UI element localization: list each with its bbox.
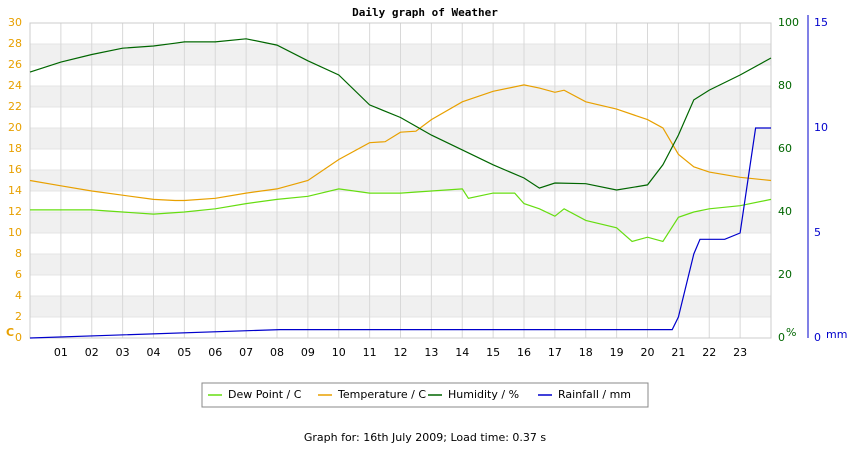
x-tick-label: 10 xyxy=(332,346,346,359)
x-tick-label: 22 xyxy=(702,346,716,359)
x-tick-label: 09 xyxy=(301,346,315,359)
y3-tick-label: 0 xyxy=(814,331,821,344)
x-tick-label: 18 xyxy=(579,346,593,359)
y-tick-label: 24 xyxy=(8,79,22,92)
y-unit: C xyxy=(6,326,14,339)
legend-label: Rainfall / mm xyxy=(558,388,631,401)
legend-label: Temperature / C xyxy=(337,388,426,401)
y2-unit: % xyxy=(786,326,796,339)
x-tick-label: 01 xyxy=(54,346,68,359)
x-tick-label: 06 xyxy=(208,346,222,359)
series-line xyxy=(30,188,772,243)
y-tick-label: 10 xyxy=(8,226,22,239)
y3-unit: mm xyxy=(826,328,847,341)
x-tick-label: 04 xyxy=(147,346,161,359)
legend-label: Humidity / % xyxy=(448,388,519,401)
x-tick-label: 20 xyxy=(641,346,655,359)
series-line xyxy=(29,38,772,191)
y-tick-label: 20 xyxy=(8,121,22,134)
y3-tick-label: 10 xyxy=(814,121,828,134)
series-line xyxy=(29,127,771,339)
y-tick-label: 8 xyxy=(15,247,22,260)
y-tick-label: 28 xyxy=(8,37,22,50)
x-tick-label: 21 xyxy=(671,346,685,359)
x-tick-label: 17 xyxy=(548,346,562,359)
y-tick-label: 4 xyxy=(15,289,22,302)
y-tick-label: 16 xyxy=(8,163,22,176)
x-tick-label: 23 xyxy=(733,346,747,359)
legend-label: Dew Point / C xyxy=(228,388,302,401)
y3-tick-label: 15 xyxy=(814,16,828,29)
x-tick-label: 02 xyxy=(85,346,99,359)
x-tick-label: 03 xyxy=(116,346,130,359)
y2-tick-label: 80 xyxy=(778,79,792,92)
y2-tick-label: 20 xyxy=(778,268,792,281)
y2-tick-label: 0 xyxy=(778,331,785,344)
y-tick-label: 12 xyxy=(8,205,22,218)
y2-tick-label: 100 xyxy=(778,16,799,29)
x-tick-label: 16 xyxy=(517,346,531,359)
series-line xyxy=(29,84,772,202)
y-tick-label: 30 xyxy=(8,16,22,29)
x-tick-label: 14 xyxy=(455,346,469,359)
x-tick-label: 08 xyxy=(270,346,284,359)
x-tick-label: 11 xyxy=(363,346,377,359)
x-tick-label: 05 xyxy=(177,346,191,359)
y-tick-label: 0 xyxy=(15,331,22,344)
x-tick-label: 19 xyxy=(610,346,624,359)
legend xyxy=(201,382,649,408)
y-tick-label: 22 xyxy=(8,100,22,113)
y2-tick-label: 60 xyxy=(778,142,792,155)
footer: Graph for: 16th July 2009; Load time: 0.… xyxy=(304,431,547,444)
x-tick-label: 13 xyxy=(424,346,438,359)
plot-area xyxy=(30,22,771,339)
y-tick-label: 14 xyxy=(8,184,22,197)
chart-title: Daily graph of Weather xyxy=(352,6,498,19)
y-tick-label: 18 xyxy=(8,142,22,155)
x-tick-label: 15 xyxy=(486,346,500,359)
y-tick-label: 6 xyxy=(15,268,22,281)
x-tick-label: 07 xyxy=(239,346,253,359)
y3-tick-label: 5 xyxy=(814,226,821,239)
y2-tick-label: 40 xyxy=(778,205,792,218)
x-tick-label: 12 xyxy=(394,346,408,359)
y-tick-label: 26 xyxy=(8,58,22,71)
y-tick-label: 2 xyxy=(15,310,22,323)
